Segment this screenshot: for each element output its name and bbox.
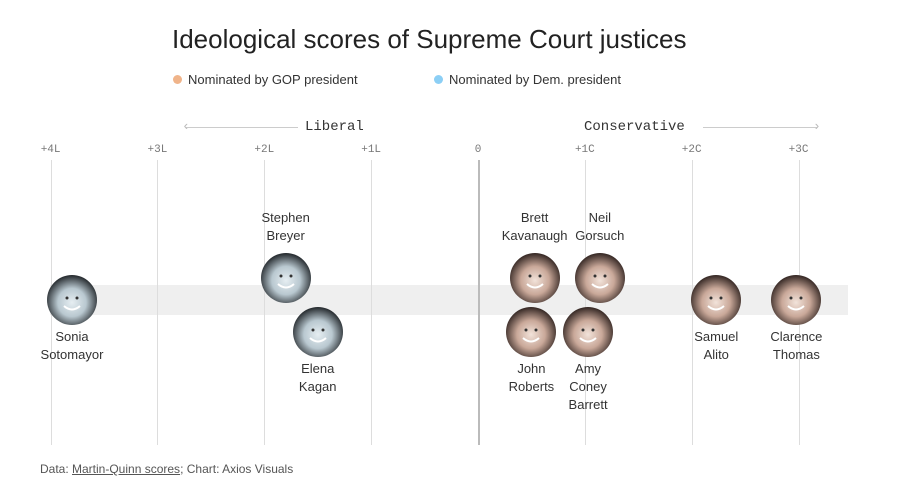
liberal-arrow <box>186 127 298 128</box>
justice-photo <box>506 307 557 357</box>
tick-label: +2C <box>681 144 702 156</box>
justice-photo <box>574 253 625 303</box>
conservative-arrow <box>703 127 817 128</box>
justice-name: Neil Gorsuch <box>575 210 625 243</box>
footer-suffix: ; Chart: Axios Visuals <box>180 462 294 476</box>
gridline <box>157 160 159 445</box>
liberal-label: Liberal <box>305 119 364 135</box>
justice-name: Elena Kagan <box>298 361 337 394</box>
justice-photo <box>292 307 343 357</box>
tick-label: +3L <box>147 144 168 156</box>
footer-prefix: Data: <box>40 462 73 476</box>
tick-label: +3C <box>788 144 809 156</box>
justice-photo <box>509 253 560 303</box>
justice-name: Samuel Alito <box>694 329 739 362</box>
legend-dem: Nominated by Dem. president <box>434 72 621 87</box>
tick-label: +1C <box>574 144 595 156</box>
justice-photo <box>260 253 311 303</box>
gridline <box>584 160 586 445</box>
justice-photo <box>691 275 742 325</box>
gop-dot-icon <box>173 75 182 84</box>
justice-name: Stephen Breyer <box>261 210 310 243</box>
tick-label: +1L <box>361 144 382 156</box>
legend-gop: Nominated by GOP president <box>173 72 358 87</box>
justice-photo <box>771 275 822 325</box>
gridline <box>478 160 480 445</box>
gridline <box>371 160 373 445</box>
gridline <box>264 160 266 445</box>
legend-label: Nominated by Dem. president <box>449 72 621 87</box>
left-arrowhead-icon: ‹ <box>182 119 190 134</box>
justice-photo <box>563 307 614 357</box>
justice-name: Sonia Sotomayor <box>40 329 104 362</box>
footer: Data: Martin-Quinn scores; Chart: Axios … <box>40 462 293 476</box>
justice-name: John Roberts <box>508 361 555 394</box>
chart-title: Ideological scores of Supreme Court just… <box>172 24 687 54</box>
justice-name: Brett Kavanaugh <box>501 210 568 243</box>
dem-dot-icon <box>434 75 443 84</box>
tick-label: +2L <box>254 144 275 156</box>
tick-label: 0 <box>474 144 482 156</box>
justice-name: Amy Coney Barrett <box>568 361 608 412</box>
justice-photo <box>46 275 97 325</box>
justice-name: Clarence Thomas <box>770 329 823 362</box>
right-arrowhead-icon: › <box>813 119 821 134</box>
source-link[interactable]: Martin-Quinn scores <box>72 462 181 476</box>
legend-label: Nominated by GOP president <box>188 72 358 87</box>
conservative-label: Conservative <box>584 119 685 135</box>
tick-label: +4L <box>40 144 61 156</box>
